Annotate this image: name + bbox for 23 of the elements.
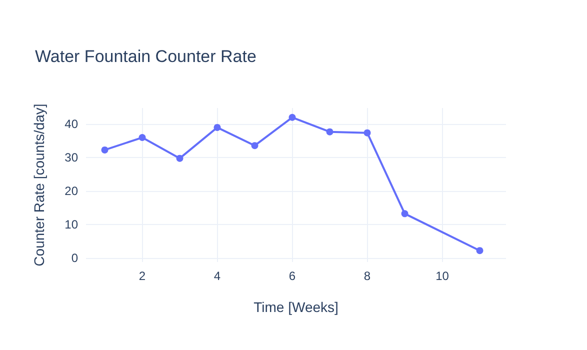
chart-title: Water Fountain Counter Rate (35, 47, 256, 66)
x-tick-label: 10 (436, 269, 450, 283)
y-tick-label: 10 (64, 217, 78, 232)
point (176, 154, 184, 162)
y-tick-label: 30 (64, 150, 78, 164)
y-tick-label: 40 (64, 116, 78, 131)
x-axis-title: Time [Weeks] (254, 299, 338, 315)
point (326, 128, 334, 136)
point (288, 114, 296, 121)
point (401, 210, 408, 218)
point (138, 134, 146, 142)
point (214, 124, 221, 131)
y-tick-label: 20 (64, 184, 78, 198)
y-axis-title: Counter Rate [counts/day] (31, 104, 47, 266)
point (364, 129, 371, 136)
x-tick-label: 2 (138, 269, 146, 283)
x-tick-label: 6 (288, 269, 296, 283)
point (101, 146, 108, 154)
x-tick-label: 4 (214, 269, 221, 283)
x-tick-label: 8 (364, 269, 371, 283)
y-tick-label: 0 (71, 250, 78, 265)
point (251, 142, 258, 150)
point (476, 247, 484, 254)
